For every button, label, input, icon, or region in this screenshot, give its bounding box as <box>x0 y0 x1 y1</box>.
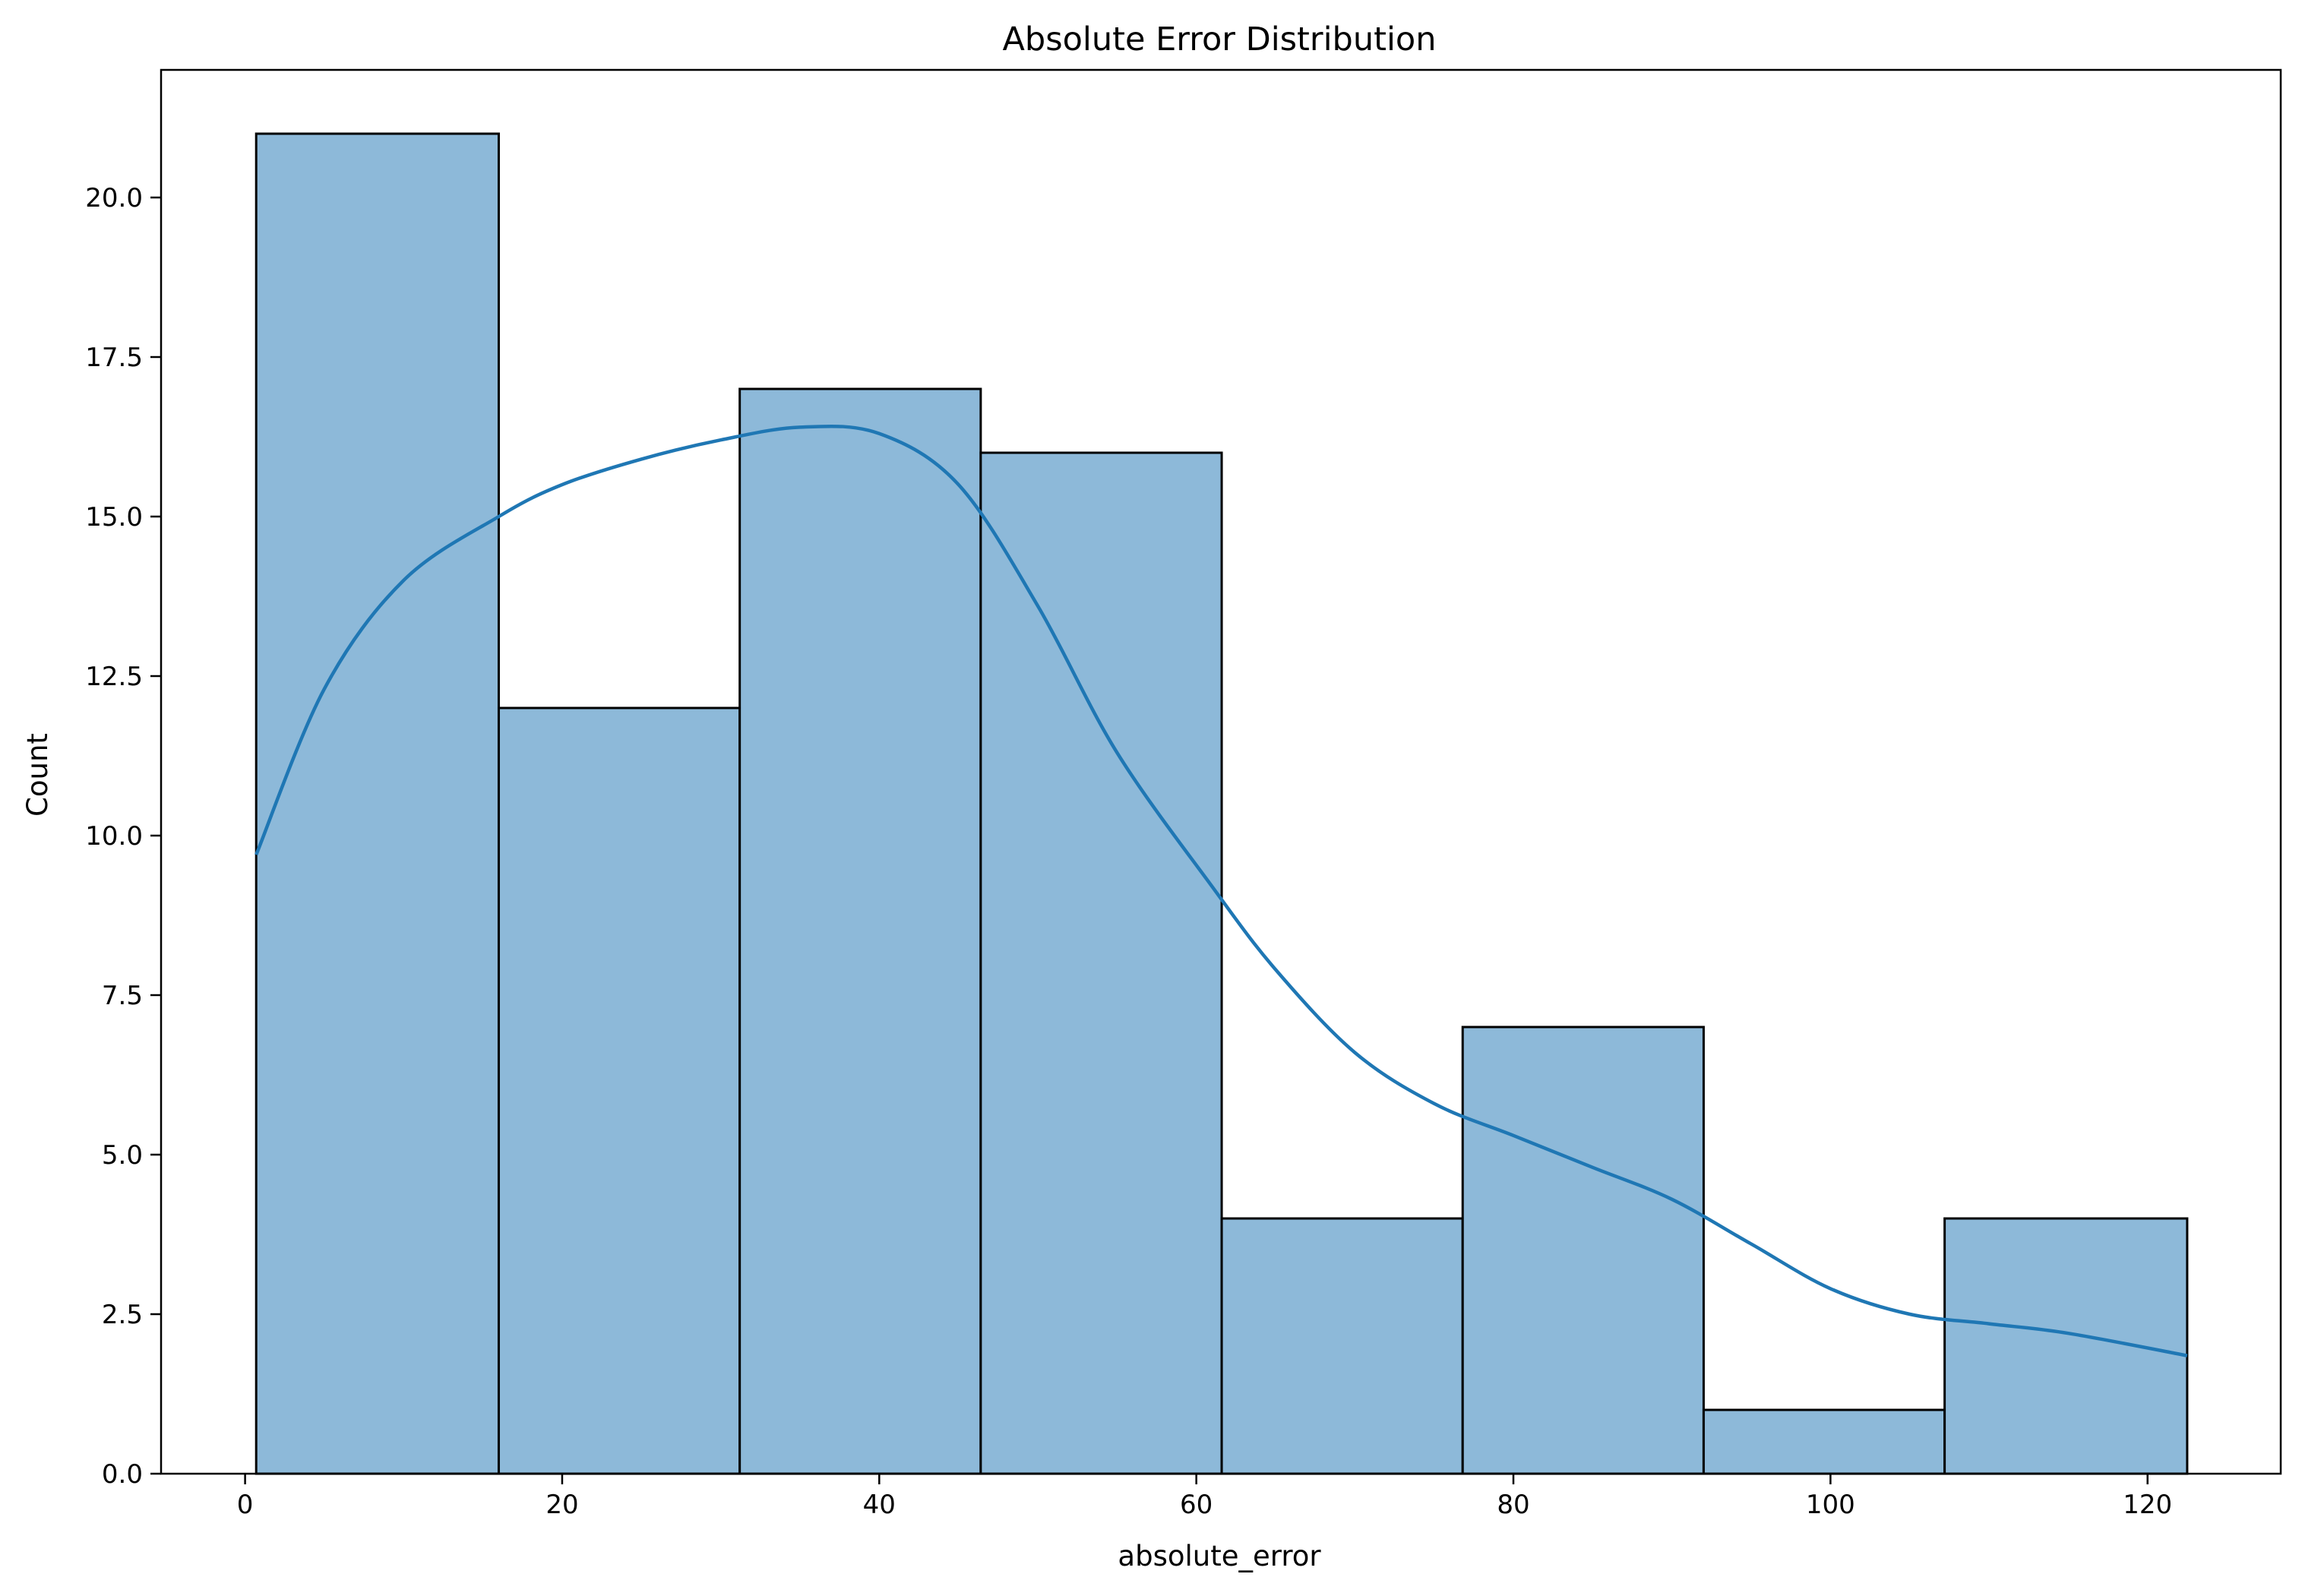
y-tick-label: 12.5 <box>85 662 143 692</box>
kde-layer <box>255 424 2188 1357</box>
y-tick-label: 20.0 <box>85 183 143 213</box>
y-tick-label: 7.5 <box>102 981 143 1011</box>
histogram-bar-8 <box>1943 1217 2189 1475</box>
y-tick-label: 15.0 <box>85 502 143 533</box>
y-tick-label: 0.0 <box>102 1459 143 1490</box>
x-tick-label: 80 <box>1497 1490 1529 1520</box>
ticks-layer: 0 20 40 60 80 100 120 0.0 2.5 5.0 7.5 10.0 12.5 15.0 1… <box>85 183 2172 1520</box>
histogram-bar-3 <box>738 387 982 1475</box>
y-tick-label: 10.0 <box>85 821 143 852</box>
axes-layer <box>160 68 2282 1475</box>
y-tick-label: 5.0 <box>102 1140 143 1171</box>
x-tick-label: 120 <box>2123 1490 2172 1520</box>
x-tick-label: 60 <box>1180 1490 1213 1520</box>
plot-frame <box>160 68 2282 1475</box>
x-tick-label: 20 <box>545 1490 578 1520</box>
histogram-bar-1 <box>255 132 500 1475</box>
histogram-bar-4 <box>979 451 1223 1475</box>
histogram-bar-5 <box>1220 1217 1464 1475</box>
x-tick-label: 0 <box>237 1490 254 1520</box>
histogram-bar-2 <box>497 706 742 1475</box>
histogram-bar-7 <box>1702 1408 1946 1475</box>
y-tick-label: 2.5 <box>102 1300 143 1330</box>
histogram-bar-6 <box>1461 1026 1705 1475</box>
y-tick-label: 17.5 <box>85 343 143 373</box>
x-axis-title: absolute_error <box>1118 1540 1321 1572</box>
bars-layer <box>255 132 2189 1475</box>
x-tick-label: 100 <box>1806 1490 1855 1520</box>
chart-title: Absolute Error Distribution <box>1003 21 1437 58</box>
kde-line <box>255 424 2188 1357</box>
x-tick-label: 40 <box>863 1490 896 1520</box>
y-axis-title: Count <box>21 733 54 817</box>
